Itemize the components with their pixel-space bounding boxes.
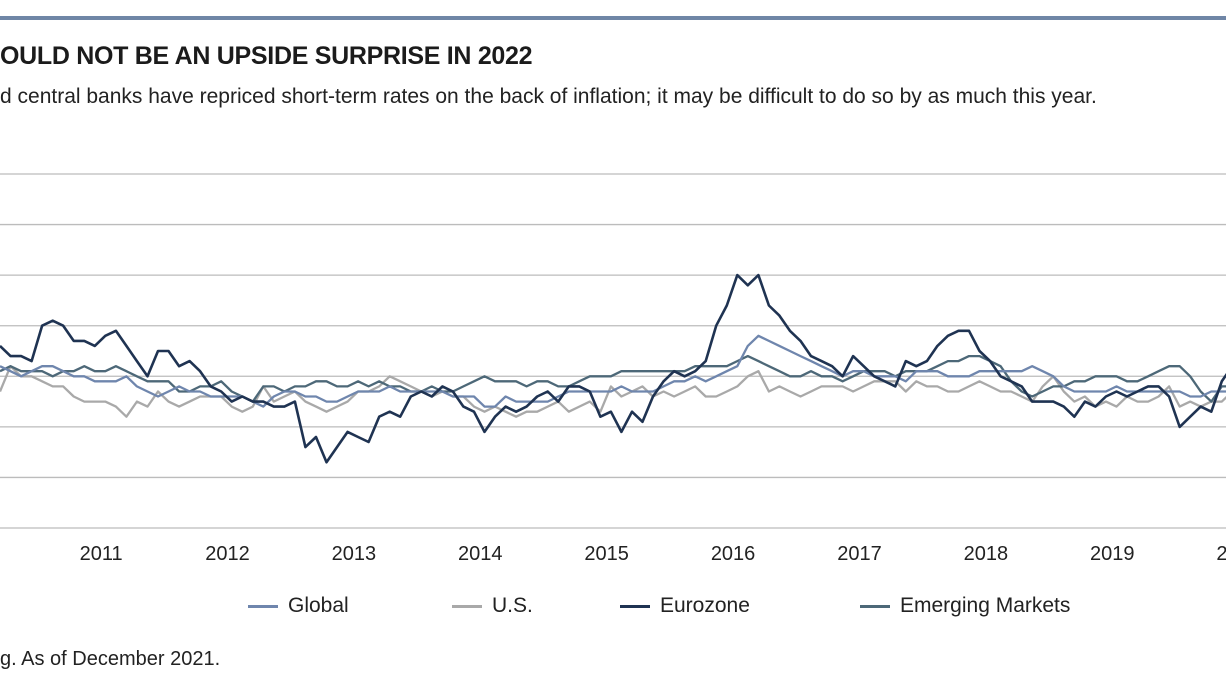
series-line-global	[0, 334, 1226, 408]
legend-item-global: Global	[248, 590, 349, 622]
legend-label-eurozone: Eurozone	[660, 594, 750, 617]
x-tick-label: 2016	[711, 543, 756, 565]
source-note: g. As of December 2021.	[0, 648, 221, 670]
x-tick-label: 2015	[584, 543, 629, 565]
x-tick-label: 2019	[1090, 543, 1135, 565]
legend: Global U.S. Eurozone Emerging Markets	[0, 590, 1226, 624]
x-tick-label: 2012	[205, 543, 250, 565]
line-chart: 2011 2012 2013 2014 2015 2016 2017 2018 2019 2020	[0, 173, 1226, 565]
legend-swatch-global	[248, 604, 278, 608]
x-tick-label: 2020	[1216, 543, 1226, 565]
legend-label-global: Global	[288, 594, 349, 617]
chart-title: OULD NOT BE AN UPSIDE SURPRISE IN 2022	[0, 42, 533, 70]
legend-item-emerging-markets: Emerging Markets	[860, 590, 1070, 622]
x-tick-label: 2011	[80, 543, 123, 565]
legend-swatch-emerging-markets	[860, 604, 890, 608]
x-tick-label: 2018	[964, 543, 1009, 565]
top-rule	[0, 16, 1226, 20]
series-line-eurozone	[0, 273, 1226, 464]
chart-subtitle: d central banks have repriced short-term…	[0, 85, 1097, 108]
legend-swatch-us	[452, 604, 482, 608]
legend-label-emerging-markets: Emerging Markets	[900, 594, 1071, 617]
legend-swatch-eurozone	[620, 604, 650, 608]
series-lines	[0, 273, 1226, 464]
legend-item-us: U.S.	[452, 590, 533, 622]
legend-label-us: U.S.	[492, 594, 533, 617]
series-line-emerging-markets	[0, 354, 1226, 403]
x-tick-label: 2014	[458, 543, 503, 565]
gridlines	[0, 173, 1226, 529]
legend-item-eurozone: Eurozone	[620, 590, 750, 622]
x-tick-label: 2017	[837, 543, 882, 565]
x-tick-labels: 2011 2012 2013 2014 2015 2016 2017 2018 2019 2020	[80, 543, 1226, 565]
x-tick-label: 2013	[332, 543, 377, 565]
